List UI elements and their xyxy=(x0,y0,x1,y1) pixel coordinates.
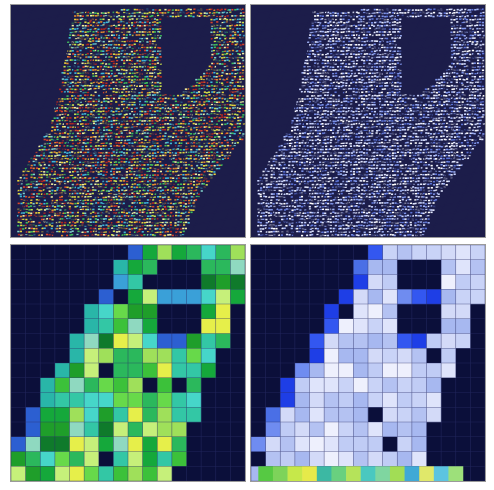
panel-top-right-blue-map xyxy=(250,4,486,238)
panel-bottom-right-lavender-grid xyxy=(250,244,486,482)
jet-density-map xyxy=(11,5,245,237)
panel-top-left-jet-map xyxy=(10,4,246,238)
green-grid-heatmap xyxy=(11,245,245,481)
blue-density-map xyxy=(251,5,485,237)
lavender-grid-heatmap xyxy=(251,245,485,481)
panel-bottom-left-green-grid xyxy=(10,244,246,482)
